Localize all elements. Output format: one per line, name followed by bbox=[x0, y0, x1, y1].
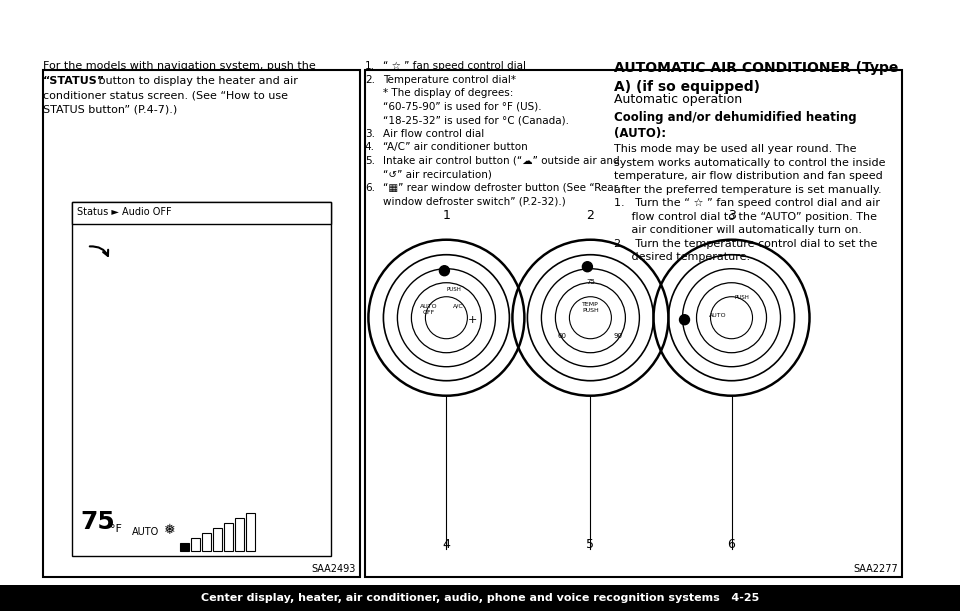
Text: “A/C” air conditioner button: “A/C” air conditioner button bbox=[383, 142, 528, 152]
Text: “60-75-90” is used for °F (US).: “60-75-90” is used for °F (US). bbox=[383, 101, 541, 112]
Text: “18-25-32” is used for °C (Canada).: “18-25-32” is used for °C (Canada). bbox=[383, 115, 568, 125]
Text: 75: 75 bbox=[586, 279, 595, 285]
Bar bbox=[72, 202, 331, 224]
Circle shape bbox=[680, 315, 689, 324]
Text: Temperature control dial*: Temperature control dial* bbox=[383, 75, 516, 84]
Text: 1.   Turn the “ ☆ ” fan speed control dial and air: 1. Turn the “ ☆ ” fan speed control dial… bbox=[614, 198, 880, 208]
Text: “↺” air recirculation): “↺” air recirculation) bbox=[383, 169, 492, 179]
Text: A/C: A/C bbox=[453, 303, 464, 308]
Text: Cooling and/or dehumidified heating
(AUTO):: Cooling and/or dehumidified heating (AUT… bbox=[614, 111, 857, 140]
Text: 4: 4 bbox=[443, 538, 450, 551]
Text: 3: 3 bbox=[728, 209, 735, 222]
Bar bbox=[191, 538, 200, 551]
Text: “ ☆ ” fan speed control dial: “ ☆ ” fan speed control dial bbox=[383, 61, 526, 71]
Text: 60: 60 bbox=[558, 333, 567, 338]
Text: 4.: 4. bbox=[365, 142, 374, 152]
Text: STATUS button” (P.4-7).): STATUS button” (P.4-7).) bbox=[43, 104, 178, 115]
Bar bbox=[180, 543, 189, 551]
Text: °F: °F bbox=[110, 524, 122, 534]
Bar bbox=[43, 70, 360, 577]
Bar bbox=[235, 518, 244, 551]
Text: Status ► Audio OFF: Status ► Audio OFF bbox=[77, 207, 172, 217]
Circle shape bbox=[583, 262, 592, 272]
Text: For the models with navigation system, push the: For the models with navigation system, p… bbox=[43, 61, 316, 71]
Text: 2.: 2. bbox=[365, 75, 374, 84]
Text: Intake air control button (“☁” outside air and: Intake air control button (“☁” outside a… bbox=[383, 156, 619, 166]
Text: Center display, heater, air conditioner, audio, phone and voice recognition syst: Center display, heater, air conditioner,… bbox=[201, 593, 759, 603]
Text: AUTOMATIC AIR CONDITIONER (Type
A) (if so equipped): AUTOMATIC AIR CONDITIONER (Type A) (if s… bbox=[614, 61, 899, 93]
Text: button to display the heater and air: button to display the heater and air bbox=[95, 76, 298, 86]
Text: AUTO: AUTO bbox=[132, 527, 159, 537]
Text: 3.: 3. bbox=[365, 128, 374, 139]
Text: TEMP
PUSH: TEMP PUSH bbox=[582, 302, 599, 313]
Circle shape bbox=[440, 266, 449, 276]
Text: PUSH: PUSH bbox=[447, 287, 462, 292]
Text: AUTO
OFF: AUTO OFF bbox=[420, 304, 437, 315]
Text: SAA2277: SAA2277 bbox=[853, 565, 899, 574]
Text: 75: 75 bbox=[80, 510, 115, 534]
Text: conditioner status screen. (See “How to use: conditioner status screen. (See “How to … bbox=[43, 90, 288, 100]
Text: 6.: 6. bbox=[365, 183, 374, 192]
Text: This mode may be used all year round. The: This mode may be used all year round. Th… bbox=[614, 144, 857, 154]
Text: +: + bbox=[468, 315, 477, 324]
Text: system works automatically to control the inside: system works automatically to control th… bbox=[614, 158, 886, 167]
Text: temperature, air flow distribution and fan speed: temperature, air flow distribution and f… bbox=[614, 171, 883, 181]
Text: “STATUS”: “STATUS” bbox=[43, 76, 106, 86]
Bar bbox=[213, 528, 222, 551]
Text: 90: 90 bbox=[613, 333, 623, 338]
Text: 1: 1 bbox=[443, 209, 450, 222]
Text: after the preferred temperature is set manually.: after the preferred temperature is set m… bbox=[614, 185, 882, 194]
Text: 5: 5 bbox=[587, 538, 594, 551]
Bar bbox=[365, 70, 902, 577]
Text: Automatic operation: Automatic operation bbox=[614, 93, 742, 106]
Bar bbox=[72, 202, 331, 556]
Text: desired temperature.: desired temperature. bbox=[614, 252, 751, 262]
Text: * The display of degrees:: * The display of degrees: bbox=[383, 88, 514, 98]
Bar bbox=[224, 523, 233, 551]
Text: PUSH: PUSH bbox=[734, 295, 749, 300]
Text: window defroster switch” (P.2-32).): window defroster switch” (P.2-32).) bbox=[383, 196, 565, 206]
Text: 2.   Turn the temperature control dial to set the: 2. Turn the temperature control dial to … bbox=[614, 239, 877, 249]
Bar bbox=[246, 513, 255, 551]
Text: ❅: ❅ bbox=[164, 523, 176, 537]
Text: Air flow control dial: Air flow control dial bbox=[383, 128, 484, 139]
Text: 1.: 1. bbox=[365, 61, 374, 71]
Bar bbox=[202, 533, 211, 551]
Text: 6: 6 bbox=[728, 538, 735, 551]
Text: AUTO: AUTO bbox=[708, 313, 727, 318]
Text: 2: 2 bbox=[587, 209, 594, 222]
Text: SAA2493: SAA2493 bbox=[312, 565, 356, 574]
Bar bbox=[0, 585, 960, 611]
Text: “▦” rear window defroster button (See “Rear: “▦” rear window defroster button (See “R… bbox=[383, 183, 618, 192]
Text: flow control dial to the “AUTO” position. The: flow control dial to the “AUTO” position… bbox=[614, 211, 877, 222]
Text: 5.: 5. bbox=[365, 156, 374, 166]
Text: air conditioner will automatically turn on.: air conditioner will automatically turn … bbox=[614, 225, 862, 235]
